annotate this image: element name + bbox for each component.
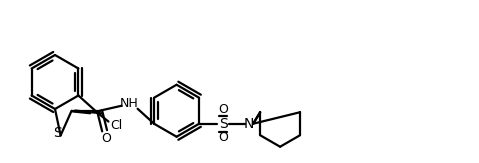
- Text: O: O: [102, 132, 112, 145]
- Text: Cl: Cl: [110, 119, 123, 132]
- Text: NH: NH: [120, 97, 139, 110]
- Text: N: N: [244, 117, 254, 131]
- Text: S: S: [53, 126, 62, 140]
- Text: O: O: [218, 103, 228, 116]
- Text: S: S: [219, 117, 228, 131]
- Text: O: O: [218, 131, 228, 144]
